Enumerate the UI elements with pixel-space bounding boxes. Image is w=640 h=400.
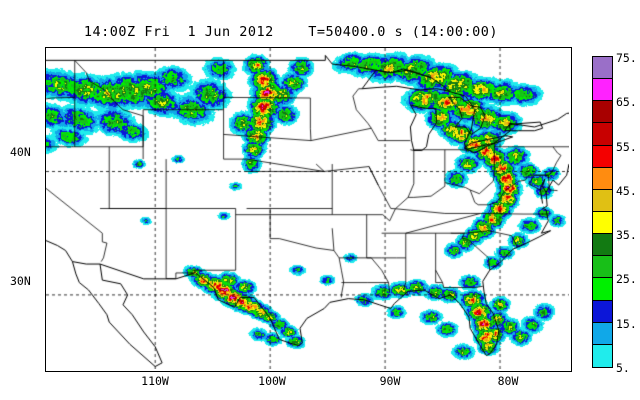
colorbar-tick-65: 65. xyxy=(616,95,637,110)
map-plot-area xyxy=(45,47,572,372)
colorbar-band-30 xyxy=(593,256,612,279)
colorbar-band-35 xyxy=(593,234,612,257)
colorbar-band-10 xyxy=(593,344,612,367)
x-axis-tick-100w: 100W xyxy=(258,374,286,388)
colorbar-band-50 xyxy=(593,167,612,190)
colorbar xyxy=(592,56,613,368)
colorbar-band-55 xyxy=(593,145,612,168)
colorbar-tick-35: 35. xyxy=(616,228,637,243)
colorbar-band-25 xyxy=(593,278,612,301)
colorbar-band-15 xyxy=(593,322,612,345)
y-axis-tick-30n: 30N xyxy=(10,274,31,288)
colorbar-tick-15: 15. xyxy=(616,316,637,331)
colorbar-band-70 xyxy=(593,79,612,102)
colorbar-tick-75: 75. xyxy=(616,51,637,65)
figure-title: 14:00Z Fri 1 Jun 2012 T=50400.0 s (14:00… xyxy=(83,24,499,40)
colorbar-band-45 xyxy=(593,189,612,212)
colorbar-band-20 xyxy=(593,300,612,323)
colorbar-band-65 xyxy=(593,101,612,124)
colorbar-band-60 xyxy=(593,123,612,146)
x-axis-tick-80w: 80W xyxy=(497,374,519,388)
colorbar-band-75 xyxy=(593,57,612,80)
x-axis-tick-90w: 90W xyxy=(379,374,401,388)
colorbar-tick-25: 25. xyxy=(616,272,637,287)
colorbar-band-40 xyxy=(593,211,612,235)
x-axis-tick-110w: 110W xyxy=(141,374,169,388)
colorbar-tick-55: 55. xyxy=(616,139,637,154)
colorbar-tick-5: 5. xyxy=(616,361,630,375)
y-axis-tick-40n: 40N xyxy=(10,145,31,159)
reflectivity-map-canvas xyxy=(46,48,569,369)
colorbar-tick-45: 45. xyxy=(616,183,637,198)
